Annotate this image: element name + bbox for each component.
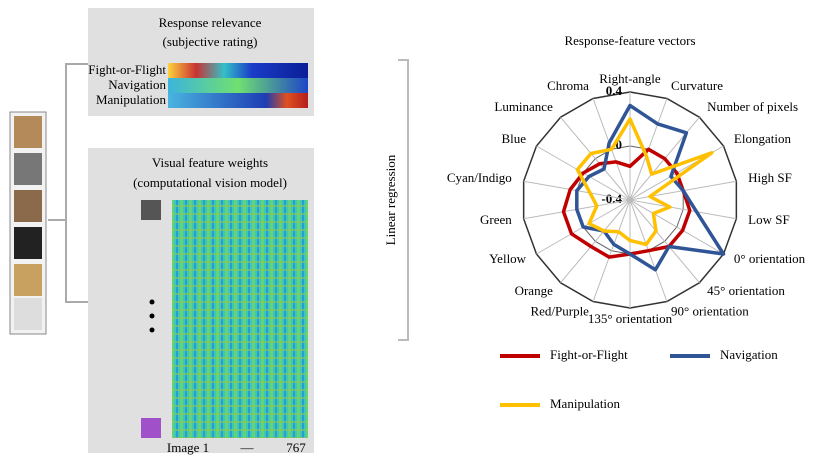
dot bbox=[150, 328, 155, 333]
feature-icon bbox=[141, 200, 161, 220]
category-label: Chroma bbox=[547, 78, 589, 93]
image bbox=[14, 264, 42, 296]
heatmap-row bbox=[168, 93, 308, 108]
category-label: Yellow bbox=[489, 251, 527, 266]
heatmap-row bbox=[168, 78, 308, 93]
figure: Response relevance (subjective rating) F… bbox=[0, 0, 821, 457]
connector bbox=[48, 64, 88, 302]
features-title: (computational vision model) bbox=[133, 175, 287, 190]
x-end: 767 bbox=[286, 440, 306, 455]
heatmap-row bbox=[168, 63, 308, 78]
legend-label: Navigation bbox=[720, 347, 778, 362]
row-label: Fight-or-Flight bbox=[88, 62, 166, 77]
dot bbox=[150, 314, 155, 319]
image bbox=[14, 298, 42, 330]
left-panel: Response relevance (subjective rating) F… bbox=[10, 8, 314, 455]
image bbox=[14, 153, 42, 185]
bracket bbox=[398, 60, 408, 340]
category-label: Elongation bbox=[734, 131, 792, 146]
feature-icon bbox=[141, 418, 161, 438]
chart-title: Response-feature vectors bbox=[564, 33, 695, 48]
legend-label: Manipulation bbox=[550, 396, 621, 411]
category-label: Low SF bbox=[748, 212, 790, 227]
category-label: Luminance bbox=[494, 99, 553, 114]
x-dash: — bbox=[240, 440, 255, 455]
image bbox=[14, 190, 42, 222]
feature-heatmap bbox=[172, 200, 308, 438]
row-label: Manipulation bbox=[96, 92, 167, 107]
category-label: Red/Purple bbox=[530, 304, 589, 319]
row-label: Navigation bbox=[108, 77, 166, 92]
category-label: Curvature bbox=[671, 78, 723, 93]
features-title: Visual feature weights bbox=[152, 155, 268, 170]
category-label: 90° orientation bbox=[671, 304, 749, 319]
category-label: Blue bbox=[502, 131, 527, 146]
dot bbox=[150, 300, 155, 305]
category-label: Green bbox=[480, 212, 512, 227]
category-label: Orange bbox=[515, 283, 553, 298]
category-label: Right-angle bbox=[599, 71, 661, 86]
category-label: 135° orientation bbox=[588, 311, 673, 326]
legend-label: Fight-or-Flight bbox=[550, 347, 628, 362]
relevance-title: (subjective rating) bbox=[163, 34, 258, 49]
image bbox=[14, 116, 42, 148]
x-start: Image 1 bbox=[167, 440, 209, 455]
category-label: 0° orientation bbox=[734, 251, 806, 266]
category-label: 45° orientation bbox=[707, 283, 785, 298]
category-label: Number of pixels bbox=[707, 99, 798, 114]
image bbox=[14, 227, 42, 259]
category-label: Cyan/Indigo bbox=[447, 170, 512, 185]
regression-label: Linear regression bbox=[383, 154, 398, 245]
category-label: High SF bbox=[748, 170, 792, 185]
relevance-title: Response relevance bbox=[159, 15, 262, 30]
